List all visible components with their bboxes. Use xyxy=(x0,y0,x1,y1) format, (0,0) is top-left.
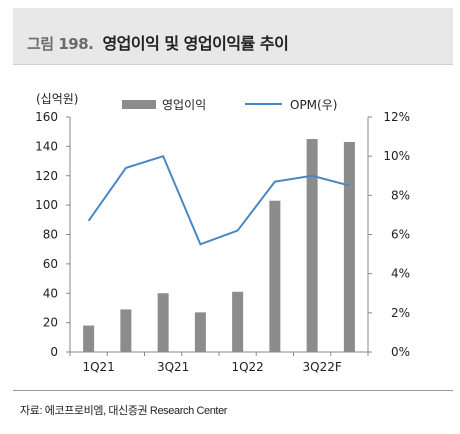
bar-4Q22F xyxy=(343,141,355,352)
legend-label-bar: 영업이익 xyxy=(162,98,206,112)
y-unit-label: (십억원) xyxy=(36,92,78,106)
y-left-tick-label: 160 xyxy=(35,110,58,124)
legend-swatch-bar xyxy=(122,100,156,109)
y-left-tick-label: 40 xyxy=(43,286,58,300)
bar-3Q22F xyxy=(306,139,318,352)
y-right-tick-label: 12% xyxy=(383,110,410,124)
y-right-tick-label: 4% xyxy=(391,267,410,281)
x-tick-label: 1Q22 xyxy=(231,360,263,374)
opm-line xyxy=(87,154,350,246)
y-left-tick-label: 0 xyxy=(50,345,58,359)
y-right-tick-label: 10% xyxy=(383,149,410,163)
bar-2Q22 xyxy=(269,200,281,352)
y-left-tick-label: 100 xyxy=(35,198,58,212)
source-note: 자료: 에코프로비엠, 대신증권 Research Center xyxy=(20,405,228,417)
bar-3Q21 xyxy=(157,293,169,352)
y-right-tick-label: 2% xyxy=(391,306,410,320)
legend-label-line: OPM(우) xyxy=(290,98,337,112)
y-left-tick-label: 80 xyxy=(43,228,58,242)
y-left-tick-label: 120 xyxy=(35,169,58,183)
figure-header: 그림 198. 영업이익 및 영업이익률 추이 xyxy=(13,8,453,64)
y-left-tick-label: 60 xyxy=(43,257,58,271)
x-tick-label: 3Q22F xyxy=(302,360,341,374)
bar-2Q21 xyxy=(120,309,132,352)
bar-4Q21 xyxy=(194,312,206,352)
x-tick-label: 3Q21 xyxy=(157,360,189,374)
header-divider xyxy=(13,64,453,65)
chart: (십억원) 0 20 40 60 80 100 120 140 160 0% 2% 4% 6% 8% 10% 1… xyxy=(35,92,410,374)
y-left-tick-label: 140 xyxy=(35,139,58,153)
figure-number: 그림 198. xyxy=(27,35,94,53)
y-right-tick-label: 6% xyxy=(391,228,410,242)
bar-1Q21 xyxy=(83,325,95,352)
footer-divider xyxy=(13,390,453,391)
figure-title: 영업이익 및 영업이익률 추이 xyxy=(102,34,289,53)
y-left-tick-label: 20 xyxy=(43,316,58,330)
x-tick-label: 1Q21 xyxy=(82,360,114,374)
y-right-tick-label: 0% xyxy=(391,345,410,359)
y-right-tick-label: 8% xyxy=(391,188,410,202)
bar-1Q22 xyxy=(232,291,244,352)
